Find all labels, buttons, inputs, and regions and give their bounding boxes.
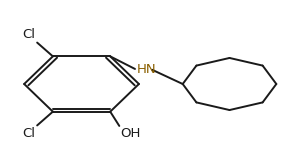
Text: Cl: Cl [23, 127, 36, 140]
Text: OH: OH [120, 127, 140, 140]
Text: HN: HN [137, 63, 156, 76]
Text: Cl: Cl [23, 28, 36, 41]
